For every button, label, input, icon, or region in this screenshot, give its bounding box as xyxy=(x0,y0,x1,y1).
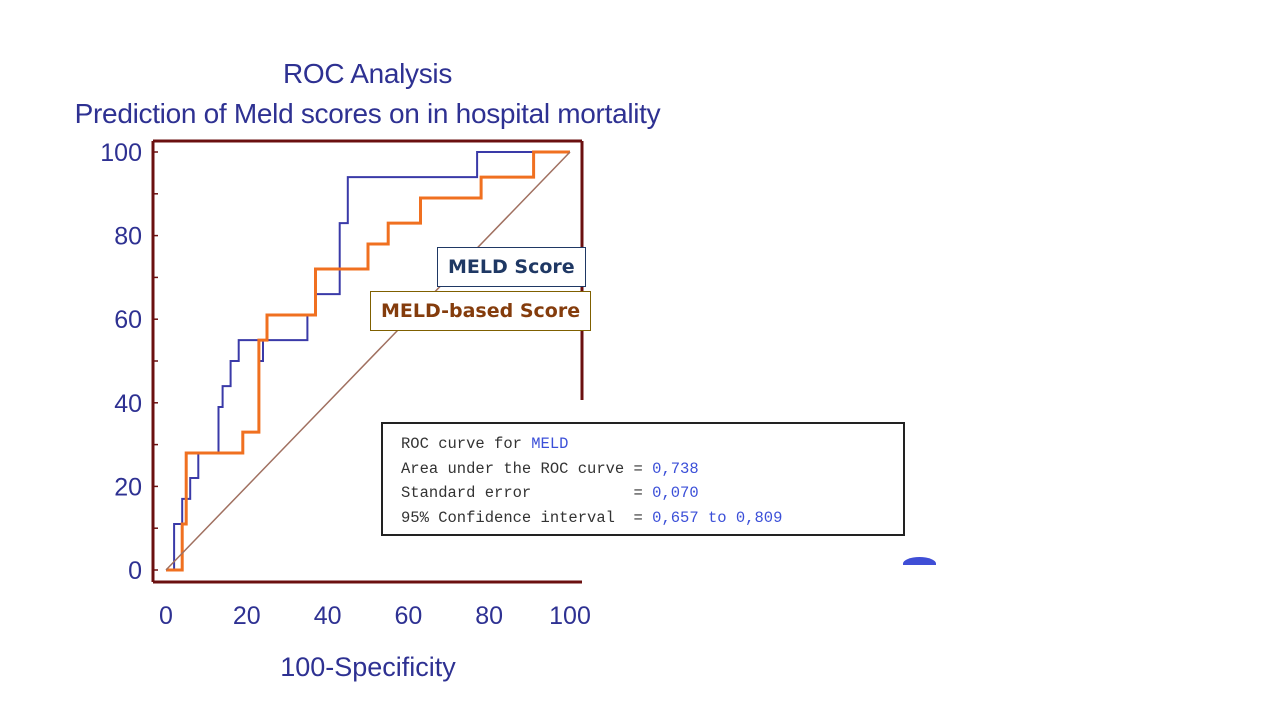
stats-row-auc: Area under the ROC curve = 0,738 xyxy=(401,457,903,482)
x-tick-label: 60 xyxy=(394,602,422,630)
y-tick-label: 60 xyxy=(114,306,142,334)
x-tick-label: 40 xyxy=(314,602,342,630)
y-tick-label: 20 xyxy=(114,473,142,501)
y-tick-label: 80 xyxy=(114,223,142,251)
stats-value: 0,070 xyxy=(652,484,699,502)
series-line-meld-based-score xyxy=(166,150,570,572)
x-tick-label: 100 xyxy=(549,602,591,630)
stats-label: ROC curve for xyxy=(401,435,532,453)
stats-label: 95% Confidence interval = xyxy=(401,508,653,527)
x-tick-label: 80 xyxy=(475,602,503,630)
stats-value: 0,657 to 0,809 xyxy=(652,508,783,527)
legend-meld-based-score: MELD-based Score xyxy=(370,291,592,331)
y-tick-label: 100 xyxy=(100,139,142,167)
y-tick-label: 0 xyxy=(128,557,142,585)
y-tick-label: 40 xyxy=(114,390,142,418)
stats-label: Standard error = xyxy=(401,484,653,502)
x-tick-label: 20 xyxy=(233,602,261,630)
legend-meld-score: MELD Score xyxy=(437,247,586,287)
reference-diagonal-line xyxy=(165,151,571,571)
chart-subtitle: Prediction of Meld scores on in hospital… xyxy=(74,98,661,129)
x-axis-label: 100-Specificity xyxy=(280,652,456,682)
stats-row-ci: 95% Confidence interval = 0,657 to 0,809 xyxy=(401,506,903,531)
roc-stats-box: ROC curve for MELD Area under the ROC cu… xyxy=(381,422,905,536)
stats-value: 0,738 xyxy=(652,459,699,478)
stats-row-curve: ROC curve for MELD xyxy=(401,432,903,457)
stats-label: Area under the ROC curve = xyxy=(401,459,653,478)
decorative-shape xyxy=(903,557,936,565)
x-tick-label: 0 xyxy=(159,602,173,630)
stats-row-se: Standard error = 0,070 xyxy=(401,481,903,506)
series-line-meld-score xyxy=(166,151,570,571)
chart-title: ROC Analysis xyxy=(282,58,453,89)
stats-value: MELD xyxy=(531,435,569,453)
